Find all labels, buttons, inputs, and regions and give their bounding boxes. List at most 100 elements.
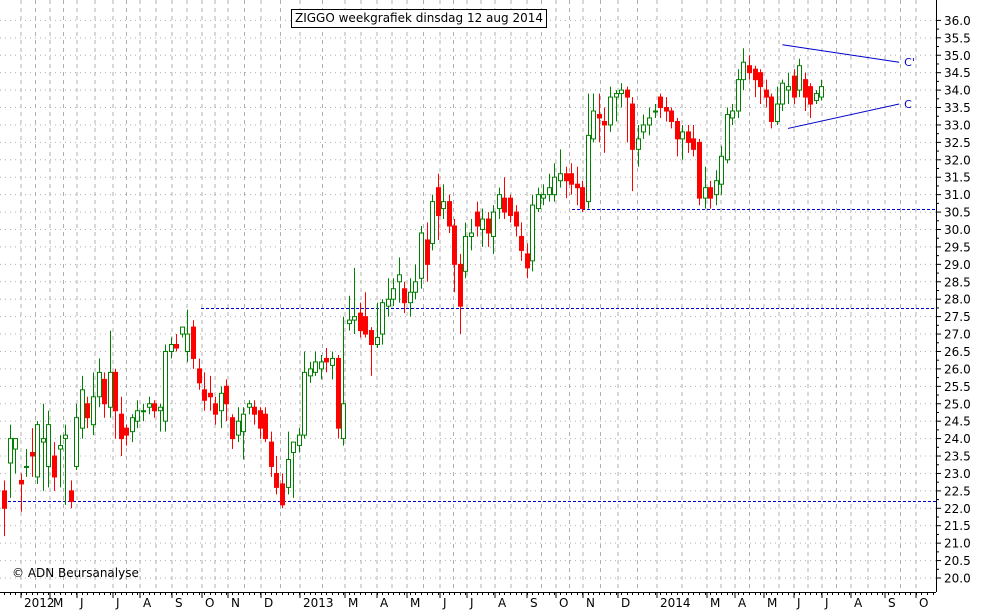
candle bbox=[30, 428, 35, 477]
candle bbox=[119, 396, 124, 457]
candle bbox=[224, 379, 229, 422]
candle-body bbox=[163, 350, 168, 422]
candle-body bbox=[108, 371, 113, 408]
candle-body bbox=[436, 187, 441, 217]
candle-body bbox=[792, 75, 797, 98]
candle bbox=[219, 386, 224, 429]
candle-body bbox=[202, 389, 207, 401]
candle-body bbox=[208, 392, 213, 398]
x-tick-label: A bbox=[498, 596, 507, 610]
candle bbox=[697, 138, 702, 206]
candle-body bbox=[552, 176, 557, 196]
candle bbox=[330, 351, 335, 380]
candle-body bbox=[480, 218, 485, 230]
candle-body bbox=[280, 483, 285, 506]
candle-body bbox=[647, 117, 652, 126]
candle bbox=[447, 194, 452, 233]
candle bbox=[597, 93, 602, 143]
candle bbox=[130, 414, 135, 443]
candle-body bbox=[486, 218, 491, 234]
candle-body bbox=[185, 333, 190, 352]
candle bbox=[280, 473, 285, 509]
candle-body bbox=[541, 194, 546, 199]
x-tick-label: M bbox=[348, 596, 358, 610]
candle bbox=[558, 149, 563, 188]
x-tick-label: A bbox=[380, 596, 389, 610]
candle-body bbox=[135, 410, 140, 422]
candle-body bbox=[347, 319, 352, 325]
candle bbox=[525, 243, 530, 279]
candle bbox=[475, 201, 480, 237]
candle bbox=[425, 222, 430, 282]
x-tick-label: J bbox=[824, 596, 829, 610]
candle-body bbox=[297, 434, 302, 447]
candle-body bbox=[402, 288, 407, 304]
candle-body bbox=[753, 68, 758, 81]
y-tick-label: 33.5 bbox=[944, 101, 971, 115]
candle bbox=[252, 400, 257, 425]
candle-body bbox=[430, 201, 435, 244]
candle-body bbox=[703, 187, 708, 199]
candle bbox=[263, 407, 268, 443]
x-tick-label: D bbox=[621, 596, 630, 610]
candle-body bbox=[580, 187, 585, 210]
candle bbox=[258, 407, 263, 439]
candle bbox=[647, 107, 652, 136]
y-tick-label: 23.0 bbox=[944, 467, 971, 481]
y-tick-label: 34.5 bbox=[944, 66, 971, 80]
candle-body bbox=[147, 403, 152, 408]
candle-body bbox=[102, 378, 107, 405]
candle bbox=[197, 358, 202, 390]
candle bbox=[786, 72, 791, 105]
candle-body bbox=[24, 465, 29, 468]
candle bbox=[141, 403, 146, 422]
candle bbox=[680, 124, 685, 160]
candle-body bbox=[130, 417, 135, 433]
candle bbox=[625, 86, 630, 143]
candles bbox=[2, 48, 824, 537]
candle bbox=[158, 403, 163, 432]
candle bbox=[653, 104, 658, 118]
candle bbox=[386, 278, 391, 317]
candle bbox=[469, 219, 474, 251]
candle bbox=[324, 347, 329, 373]
candle-body bbox=[586, 134, 591, 203]
candle-body bbox=[213, 403, 218, 415]
candle-body bbox=[352, 316, 357, 321]
candle bbox=[552, 163, 557, 202]
candle-body bbox=[786, 86, 791, 91]
candle bbox=[619, 83, 624, 108]
candle bbox=[63, 424, 68, 505]
candle-body bbox=[536, 194, 541, 210]
x-tick-label: 2013 bbox=[303, 596, 334, 610]
candle-body bbox=[497, 194, 502, 210]
candle bbox=[458, 253, 463, 335]
candle-body bbox=[158, 406, 163, 412]
y-tick-label: 29.5 bbox=[944, 240, 971, 254]
candle-body bbox=[313, 361, 318, 373]
x-tick-label: D bbox=[264, 596, 273, 610]
candle bbox=[402, 281, 407, 314]
candle bbox=[775, 86, 780, 125]
candle-body bbox=[669, 110, 674, 122]
candle bbox=[152, 400, 157, 418]
candle bbox=[91, 372, 96, 436]
candle-body bbox=[463, 235, 468, 272]
candle bbox=[413, 264, 418, 300]
candle bbox=[397, 257, 402, 303]
candle bbox=[686, 124, 691, 153]
candle bbox=[797, 58, 802, 98]
candle-body bbox=[91, 396, 96, 426]
candle bbox=[814, 90, 819, 105]
candle bbox=[291, 441, 296, 498]
candle bbox=[580, 180, 585, 213]
candle bbox=[547, 173, 552, 202]
y-tick-label: 26.5 bbox=[944, 345, 971, 359]
candle-body bbox=[769, 96, 774, 122]
x-tick-label: A bbox=[143, 596, 152, 610]
chart-title: ZIGGO weekgrafiek dinsdag 12 aug 2014 bbox=[291, 9, 547, 28]
candle-body bbox=[397, 274, 402, 283]
candle-body bbox=[452, 225, 457, 265]
candle bbox=[808, 83, 813, 118]
